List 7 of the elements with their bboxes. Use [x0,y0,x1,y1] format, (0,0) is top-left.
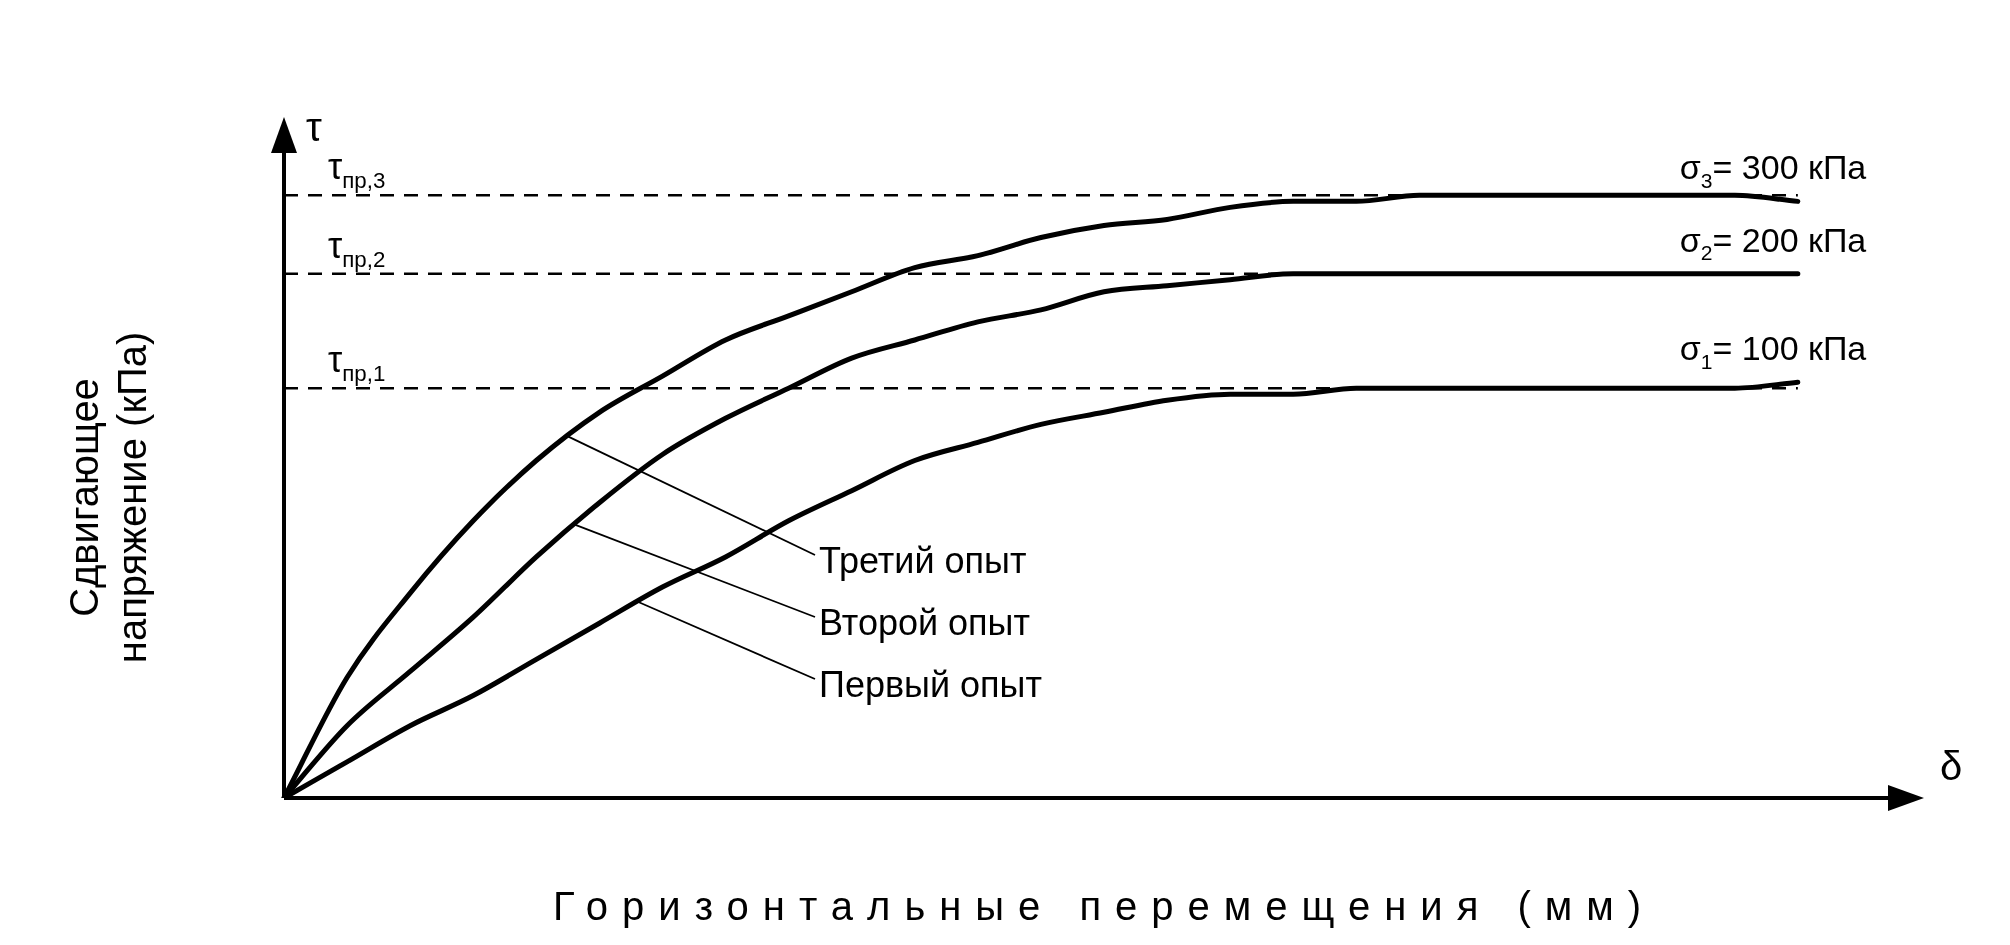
annotation: Третий опыт [819,540,1027,581]
y-axis-title: Сдвигающее напряжение (кПа) [62,331,154,664]
annotation: Второй опыт [819,602,1030,643]
annotation: δ [1940,744,1963,788]
annotation: Первый опыт [819,664,1042,705]
x-axis-title: Горизонтальные перемещения (мм) [552,884,1656,928]
text: τ [306,105,322,149]
